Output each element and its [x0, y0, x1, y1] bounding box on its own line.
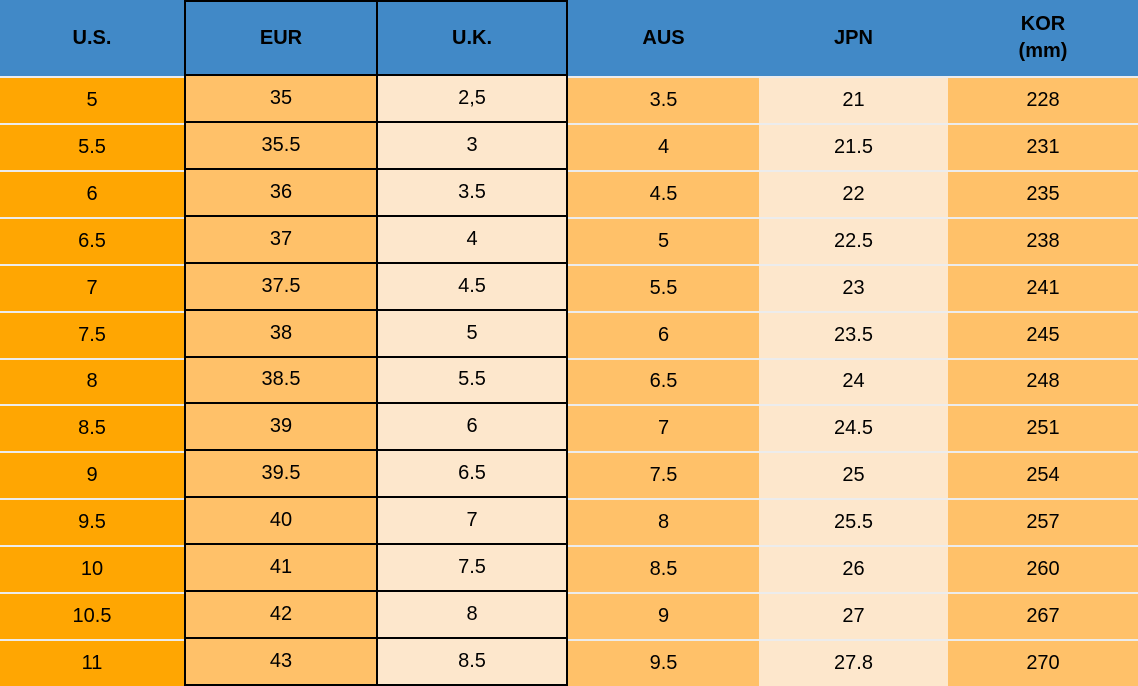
cell-eur: 43 — [184, 639, 378, 686]
cell-jpn: 27.8 — [759, 639, 948, 686]
cell-eur: 38.5 — [184, 357, 378, 405]
cell-uk: 4.5 — [378, 263, 568, 311]
cell-us: 9 — [0, 451, 184, 499]
cell-kor: 245 — [948, 310, 1138, 358]
column-header-label: U.K. — [452, 26, 492, 49]
cell-eur: 38 — [184, 310, 378, 358]
cell-jpn: 22 — [759, 169, 948, 217]
cell-eur: 35.5 — [184, 122, 378, 170]
cell-aus: 8 — [568, 498, 759, 546]
cell-eur: 35 — [184, 76, 378, 123]
cell-aus: 8.5 — [568, 545, 759, 593]
cell-uk: 2,5 — [378, 76, 568, 123]
cell-us: 8.5 — [0, 404, 184, 452]
cell-kor: 260 — [948, 545, 1138, 593]
cell-eur: 39 — [184, 404, 378, 452]
cell-jpn: 27 — [759, 592, 948, 640]
cell-eur: 40 — [184, 498, 378, 546]
cell-eur: 42 — [184, 592, 378, 640]
cell-jpn: 25 — [759, 451, 948, 499]
cell-jpn: 23 — [759, 263, 948, 311]
cell-kor: 235 — [948, 169, 1138, 217]
cell-jpn: 26 — [759, 545, 948, 593]
cell-us: 10.5 — [0, 592, 184, 640]
cell-eur: 41 — [184, 545, 378, 593]
cell-eur: 37 — [184, 216, 378, 264]
cell-kor: 254 — [948, 451, 1138, 499]
cell-us: 5.5 — [0, 122, 184, 170]
cell-kor: 267 — [948, 592, 1138, 640]
cell-aus: 7.5 — [568, 451, 759, 499]
cell-eur: 37.5 — [184, 263, 378, 311]
cell-uk: 5 — [378, 310, 568, 358]
cell-us: 11 — [0, 639, 184, 686]
cell-jpn: 21.5 — [759, 122, 948, 170]
cell-kor: 238 — [948, 216, 1138, 264]
cell-uk: 7.5 — [378, 545, 568, 593]
cell-aus: 5 — [568, 216, 759, 264]
column-header-aus: AUS — [568, 0, 759, 76]
cell-us: 6.5 — [0, 216, 184, 264]
cell-jpn: 24 — [759, 357, 948, 405]
cell-us: 5 — [0, 76, 184, 123]
cell-uk: 6.5 — [378, 451, 568, 499]
cell-kor: 231 — [948, 122, 1138, 170]
cell-kor: 257 — [948, 498, 1138, 546]
cell-jpn: 22.5 — [759, 216, 948, 264]
cell-kor: 241 — [948, 263, 1138, 311]
cell-aus: 9.5 — [568, 639, 759, 686]
column-header-eur: EUR — [184, 0, 378, 76]
cell-us: 7 — [0, 263, 184, 311]
cell-kor: 228 — [948, 76, 1138, 123]
cell-jpn: 24.5 — [759, 404, 948, 452]
column-header-sublabel: (mm) — [1018, 40, 1068, 62]
column-header-uk: U.K. — [378, 0, 568, 76]
cell-uk: 8.5 — [378, 639, 568, 686]
column-header-kor: KOR (mm) — [948, 0, 1138, 76]
cell-uk: 4 — [378, 216, 568, 264]
cell-aus: 6 — [568, 310, 759, 358]
cell-us: 10 — [0, 545, 184, 593]
cell-eur: 39.5 — [184, 451, 378, 499]
column-header-label: JPN — [834, 26, 873, 49]
cell-aus: 4 — [568, 122, 759, 170]
column-header-label: AUS — [642, 26, 685, 49]
column-header-us: U.S. — [0, 0, 184, 76]
cell-aus: 9 — [568, 592, 759, 640]
cell-kor: 270 — [948, 639, 1138, 686]
cell-us: 9.5 — [0, 498, 184, 546]
cell-eur: 36 — [184, 169, 378, 217]
cell-jpn: 23.5 — [759, 310, 948, 358]
cell-jpn: 21 — [759, 76, 948, 123]
cell-us: 7.5 — [0, 310, 184, 358]
cell-aus: 7 — [568, 404, 759, 452]
cell-kor: 251 — [948, 404, 1138, 452]
column-header-label: U.S. — [72, 26, 112, 49]
cell-aus: 5.5 — [568, 263, 759, 311]
column-header-label: EUR — [259, 26, 303, 49]
cell-jpn: 25.5 — [759, 498, 948, 546]
cell-uk: 8 — [378, 592, 568, 640]
cell-uk: 3.5 — [378, 169, 568, 217]
cell-us: 6 — [0, 169, 184, 217]
cell-uk: 5.5 — [378, 357, 568, 405]
column-header-label: KOR — [1020, 13, 1066, 35]
cell-kor: 248 — [948, 357, 1138, 405]
cell-aus: 6.5 — [568, 357, 759, 405]
cell-aus: 3.5 — [568, 76, 759, 123]
column-header-jpn: JPN — [759, 0, 948, 76]
cell-us: 8 — [0, 357, 184, 405]
cell-aus: 4.5 — [568, 169, 759, 217]
cell-uk: 7 — [378, 498, 568, 546]
cell-uk: 6 — [378, 404, 568, 452]
cell-uk: 3 — [378, 122, 568, 170]
